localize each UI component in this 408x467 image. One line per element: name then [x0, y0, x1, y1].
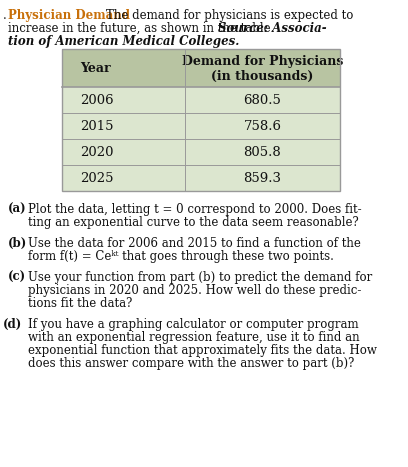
- Text: (in thousands): (in thousands): [211, 70, 314, 83]
- Text: with an exponential regression feature, use it to find an: with an exponential regression feature, …: [28, 331, 359, 344]
- Text: Use the data for 2006 and 2015 to find a function of the: Use the data for 2006 and 2015 to find a…: [28, 237, 361, 250]
- Bar: [62, 139, 340, 165]
- Text: 758.6: 758.6: [244, 120, 282, 133]
- Text: (d): (d): [3, 318, 22, 331]
- Bar: [62, 113, 340, 139]
- Text: ting an exponential curve to the data seem reasonable?: ting an exponential curve to the data se…: [28, 216, 359, 229]
- Text: .: .: [3, 9, 7, 22]
- Text: physicians in 2020 and 2025. How well do these predic-: physicians in 2020 and 2025. How well do…: [28, 284, 361, 297]
- Text: exponential function that approximately fits the data. How: exponential function that approximately …: [28, 344, 377, 357]
- Text: tions fit the data?: tions fit the data?: [28, 297, 132, 310]
- Text: 2015: 2015: [80, 120, 113, 133]
- Bar: [62, 87, 340, 113]
- Text: 680.5: 680.5: [244, 93, 282, 106]
- Text: 859.3: 859.3: [244, 171, 282, 184]
- Text: 2025: 2025: [80, 171, 113, 184]
- Text: Demand for Physicians: Demand for Physicians: [182, 56, 343, 69]
- Text: 2006: 2006: [80, 93, 113, 106]
- Text: 805.8: 805.8: [244, 146, 282, 158]
- Bar: [62, 49, 340, 191]
- Text: does this answer compare with the answer to part (b)?: does this answer compare with the answer…: [28, 357, 355, 370]
- Text: (b): (b): [8, 237, 27, 250]
- Text: 2020: 2020: [80, 146, 113, 158]
- Text: Physician Demand: Physician Demand: [8, 9, 130, 22]
- Text: Plot the data, letting t = 0 correspond to 2000. Does fit-: Plot the data, letting t = 0 correspond …: [28, 203, 361, 216]
- Text: form f(t) = Ceᵏᵗ that goes through these two points.: form f(t) = Ceᵏᵗ that goes through these…: [28, 250, 334, 263]
- Bar: [62, 165, 340, 191]
- Bar: [62, 49, 340, 87]
- Text: tion of American Medical Colleges.: tion of American Medical Colleges.: [8, 35, 239, 48]
- Text: The demand for physicians is expected to: The demand for physicians is expected to: [106, 9, 353, 22]
- Text: Use your function from part (b) to predict the demand for: Use your function from part (b) to predi…: [28, 271, 372, 284]
- Text: (a): (a): [8, 203, 27, 216]
- Text: Source: Associa-: Source: Associa-: [218, 22, 327, 35]
- Text: Year: Year: [80, 62, 111, 75]
- Text: (c): (c): [8, 271, 26, 284]
- Text: increase in the future, as shown in the table.: increase in the future, as shown in the …: [8, 22, 278, 35]
- Text: If you have a graphing calculator or computer program: If you have a graphing calculator or com…: [28, 318, 359, 331]
